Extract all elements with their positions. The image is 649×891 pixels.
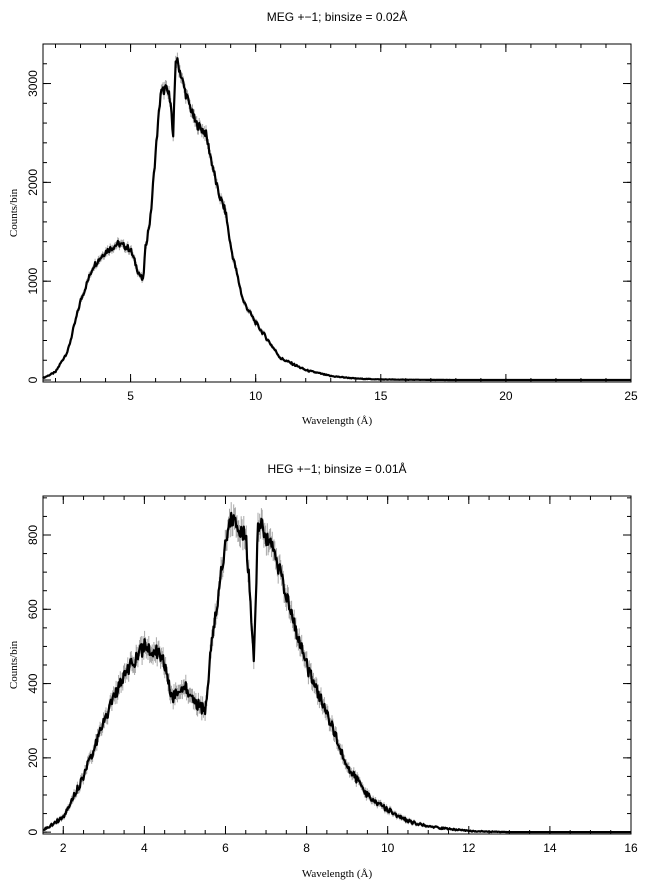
meg-y-tick-label: 2000 (26, 169, 40, 196)
heg-y-tick-label: 0 (26, 828, 40, 835)
heg-x-tick-label: 14 (543, 841, 557, 855)
heg-spectrum-line (42, 511, 632, 834)
heg-error-bars (42, 502, 509, 833)
meg-x-axis-title: Wavelength (Å) (302, 415, 373, 427)
meg-y-tick-label: 3000 (26, 70, 40, 97)
meg-x-tick-label: 5 (127, 389, 134, 403)
heg-y-tick-label: 600 (26, 599, 40, 619)
meg-x-tick-label: 10 (249, 389, 263, 403)
meg-x-tick-label: 15 (374, 389, 388, 403)
heg-x-tick-label: 2 (60, 841, 67, 855)
heg-y-tick-label: 200 (26, 748, 40, 768)
heg-x-tick-label: 6 (222, 841, 229, 855)
meg-plot-frame (42, 43, 632, 383)
meg-y-tick-label: 1000 (26, 268, 40, 295)
meg-x-tick-label: 20 (499, 389, 513, 403)
heg-y-axis-title: Counts/bin (8, 640, 20, 689)
heg-x-tick-label: 10 (381, 841, 395, 855)
heg-x-tick-label: 12 (462, 841, 476, 855)
heg-x-axis-title: Wavelength (Å) (302, 868, 373, 880)
meg-chart-title: MEG +−1; binsize = 0.02Å (267, 9, 407, 24)
heg-y-tick-label: 800 (26, 525, 40, 545)
meg-y-tick-label: 0 (26, 376, 40, 383)
meg-error-bars (42, 52, 455, 380)
heg-y-tick-label: 400 (26, 673, 40, 693)
heg-x-tick-label: 8 (303, 841, 310, 855)
heg-plot-frame (42, 495, 632, 835)
meg-x-tick-label: 25 (624, 389, 638, 403)
meg-spectrum-line (42, 57, 632, 382)
heg-panel: HEG +−1; binsize = 0.01Å Wavelength (Å) … (8, 461, 638, 880)
meg-y-axis-title: Counts/bin (8, 188, 20, 237)
heg-x-tick-label: 16 (624, 841, 638, 855)
heg-chart-title: HEG +−1; binsize = 0.01Å (267, 461, 406, 476)
meg-panel: MEG +−1; binsize = 0.02Å Wavelength (Å) … (8, 9, 638, 427)
heg-x-tick-label: 4 (141, 841, 148, 855)
